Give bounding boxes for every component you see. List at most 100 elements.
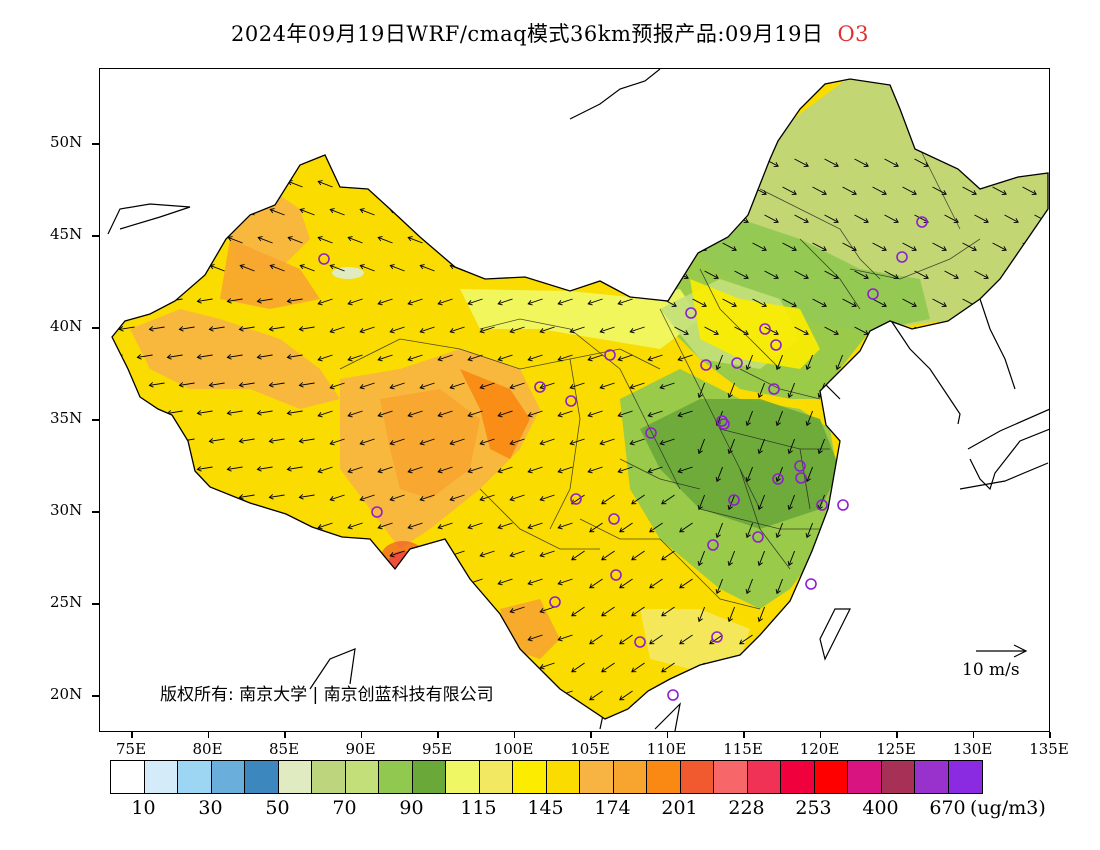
- wind-arrow: [509, 550, 525, 558]
- legend-swatch: [446, 761, 480, 793]
- wind-arrow: [539, 152, 555, 160]
- legend-swatch: [814, 761, 848, 793]
- wind-arrow: [419, 152, 435, 160]
- wind-arrow: [955, 522, 963, 539]
- wind-arrow: [727, 550, 735, 567]
- wind-arrow: [587, 180, 603, 188]
- wind-arrow: [298, 662, 315, 668]
- wind-arrow: [208, 438, 225, 444]
- wind-arrow: [902, 242, 917, 252]
- province-border: [659, 308, 761, 510]
- wind-arrow: [979, 690, 993, 701]
- wind-arrow: [196, 522, 213, 528]
- wind-arrow: [661, 606, 675, 617]
- wind-arrow: [631, 494, 645, 505]
- wind-arrow: [842, 242, 857, 252]
- city-marker: [805, 578, 817, 590]
- concentration-zone: [640, 609, 750, 669]
- wind-arrow: [715, 522, 723, 539]
- wind-arrow: [925, 522, 933, 539]
- wind-arrow: [817, 606, 825, 623]
- wind-arrow: [727, 438, 735, 455]
- wind-arrow: [829, 690, 843, 701]
- wind-arrow: [437, 634, 453, 642]
- legend-swatch: [881, 761, 915, 793]
- wind-arrow: [407, 634, 423, 642]
- province-border: [739, 368, 821, 400]
- legend-label: 90: [399, 797, 424, 819]
- wind-arrow: [497, 410, 513, 418]
- wind-arrow: [299, 264, 315, 272]
- wind-arrow: [437, 410, 453, 418]
- city-marker: [608, 513, 620, 525]
- wind-arrow: [407, 298, 423, 306]
- wind-arrow: [782, 242, 797, 252]
- wind-arrow: [557, 180, 573, 188]
- wind-arrow: [497, 466, 513, 474]
- wind-arrow: [704, 214, 719, 224]
- wind-arrow: [449, 208, 465, 216]
- wind-arrow: [389, 326, 405, 334]
- wind-arrow: [722, 186, 737, 196]
- wind-arrow: [347, 298, 363, 306]
- wind-arrow: [587, 410, 603, 418]
- wind-arrow: [745, 522, 753, 539]
- wind-arrow: [955, 354, 963, 371]
- wind-arrow: [925, 466, 933, 483]
- concentration-zone: [820, 599, 852, 654]
- wind-arrow: [419, 494, 435, 502]
- wind-arrow: [985, 466, 993, 483]
- wind-arrow: [136, 298, 153, 304]
- wind-arrow: [419, 606, 435, 614]
- lon-tick: [513, 732, 515, 738]
- wind-arrow: [704, 326, 719, 336]
- wind-arrow: [817, 550, 825, 567]
- wind-arrow: [359, 382, 375, 390]
- wind-arrow: [967, 550, 975, 567]
- wind-arrow: [178, 382, 195, 388]
- wind-arrow: [884, 214, 899, 224]
- wind-arrow: [895, 410, 903, 427]
- lon-tick: [284, 732, 286, 738]
- wind-arrow: [527, 298, 543, 306]
- wind-arrow: [467, 180, 483, 188]
- province-border: [849, 238, 981, 280]
- wind-arrow: [557, 466, 573, 474]
- lon-label: 135E: [1029, 740, 1069, 758]
- wind-arrow: [298, 494, 315, 500]
- wind-arrow: [509, 662, 525, 670]
- wind-arrow: [997, 606, 1005, 623]
- wind-arrow: [479, 208, 495, 216]
- wind-arrow: [599, 152, 615, 160]
- legend-label: 10: [131, 797, 156, 819]
- city-marker: [700, 359, 712, 371]
- wind-arrow: [764, 214, 779, 224]
- wind-arrow: [812, 242, 827, 252]
- wind-arrow: [149, 208, 165, 216]
- wind-arrow: [268, 606, 285, 612]
- wind-arrow: [734, 270, 749, 280]
- wind-arrow: [865, 578, 873, 595]
- wind-arrow: [178, 606, 195, 612]
- wind-arrow: [286, 578, 303, 584]
- wind-arrow: [298, 438, 315, 444]
- lon-label: 90E: [345, 740, 376, 758]
- wind-arrow: [631, 550, 645, 561]
- wind-arrow: [268, 662, 285, 668]
- color-legend: [110, 760, 983, 794]
- wind-arrow: [757, 438, 765, 455]
- legend-swatch: [479, 761, 513, 793]
- legend-swatch: [245, 761, 279, 793]
- wind-arrow: [662, 186, 677, 196]
- wind-arrow: [226, 466, 243, 472]
- wind-arrow: [907, 438, 915, 455]
- wind-arrow: [437, 522, 453, 530]
- wind-arrow: [208, 382, 225, 388]
- wind-arrow: [775, 410, 783, 427]
- wind-arrow: [895, 466, 903, 483]
- wind-arrow: [727, 606, 735, 623]
- wind-reference-label: 10 m/s: [962, 660, 1020, 680]
- wind-arrow: [704, 158, 719, 168]
- wind-arrow: [944, 214, 959, 224]
- lon-tick: [743, 732, 745, 738]
